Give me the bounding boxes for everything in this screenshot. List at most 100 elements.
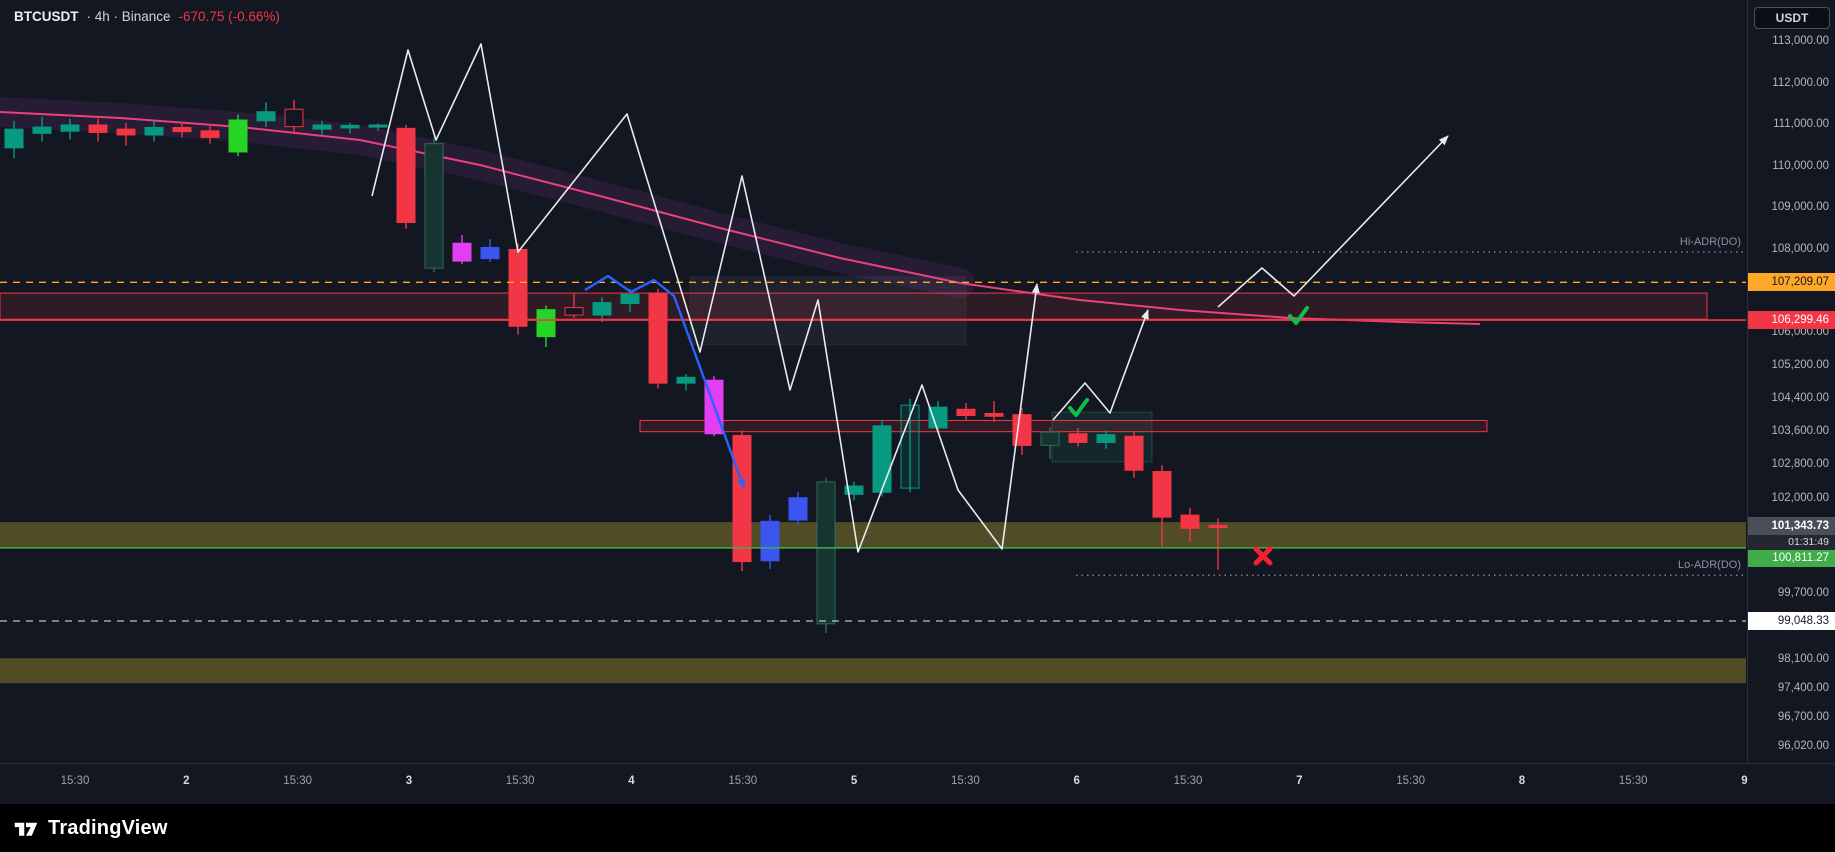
candle-body	[732, 434, 752, 563]
olive-band-lower	[0, 658, 1746, 684]
drawings[interactable]	[371, 43, 1449, 566]
price-tick: 108,000.00	[1771, 242, 1829, 255]
time-tick: 2	[183, 775, 190, 787]
ma-line	[0, 111, 1481, 325]
zones[interactable]	[0, 276, 1746, 684]
price-tick: 102,800.00	[1771, 458, 1829, 471]
symbol-name[interactable]: BTCUSDT	[14, 9, 79, 24]
price-levels[interactable]	[0, 251, 1746, 622]
tradingview-logo[interactable]: TradingView	[13, 815, 168, 841]
candle-body	[480, 246, 500, 260]
candle-body	[1124, 435, 1144, 471]
orange-dashed-level-badge: 107,209.07	[1748, 273, 1835, 292]
candle-body	[144, 126, 164, 136]
check-mark-icon	[1068, 398, 1089, 417]
time-tick: 7	[1296, 775, 1303, 787]
price-tick: 102,000.00	[1771, 491, 1829, 504]
time-tick: 15:30	[1173, 775, 1203, 787]
supply-zone-box	[689, 276, 967, 346]
price-tick: 112,000.00	[1772, 76, 1829, 89]
candle-body	[928, 406, 948, 429]
time-tick: 3	[405, 775, 413, 787]
price-tick: 99,700.00	[1777, 586, 1829, 599]
time-tick: 15:30	[60, 775, 90, 787]
lo-adr-line-label: Lo-ADR(DO)	[1678, 559, 1741, 572]
chart-plot-area[interactable]: BTCUSDT · 4h · Binance -670.75 (-0.66%) …	[0, 0, 1746, 763]
olive-band-upper	[0, 522, 1746, 548]
time-axis[interactable]: 15:30 2 15:30 3 15:30 4 15:30 5 15:30 6 15:30 7 15:3…	[0, 763, 1835, 805]
candle-body	[172, 126, 192, 133]
candle-body	[844, 485, 864, 495]
candle-body	[1040, 431, 1060, 446]
projection-zigzag-2	[1052, 309, 1149, 421]
ma-envelope	[0, 97, 975, 298]
upper-red-zone	[0, 292, 1708, 320]
price-tick: 105,200.00	[1771, 358, 1829, 371]
tradingview-logo-icon	[14, 822, 38, 836]
candle-body	[60, 124, 80, 132]
blue-arrow-zigzag	[584, 274, 746, 489]
candle-body	[564, 307, 584, 316]
candle-body	[536, 309, 556, 338]
price-axis[interactable]: USDT 113,000.00 112,000.00 111,000.00 110,0…	[1747, 0, 1835, 763]
time-tick: 6	[1073, 775, 1080, 787]
price-tick: 111,000.00	[1773, 118, 1829, 130]
current-price-badge: 101,343.73	[1748, 516, 1835, 535]
candle-body	[340, 124, 360, 129]
candle-countdown-badge: 01:31:49	[1748, 534, 1835, 550]
candle-body	[592, 302, 612, 316]
price-tick: 103,600.00	[1771, 425, 1829, 438]
candlestick-chart[interactable]	[0, 0, 1746, 763]
price-tick: 109,000.00	[1771, 201, 1829, 213]
bottom-toolbar: TradingView	[0, 804, 1835, 852]
candle-body	[620, 293, 640, 304]
currency-button[interactable]: USDT	[1754, 7, 1830, 29]
tradingview-wordmark: TradingView	[48, 816, 168, 839]
time-tick: 15:30	[1396, 775, 1425, 787]
price-tick: 98,100.00	[1777, 653, 1829, 666]
candle-body	[1208, 524, 1228, 528]
candle-body	[676, 376, 696, 384]
time-tick: 9	[1741, 775, 1748, 787]
candle-body	[368, 124, 388, 128]
projection-zigzag-1	[371, 43, 1040, 553]
projection-zigzag-3	[1217, 135, 1449, 308]
price-tick: 113,000.00	[1772, 35, 1829, 47]
green-support-level-badge: 100,811.27	[1748, 548, 1835, 567]
candle-body	[396, 127, 416, 224]
price-tick: 96,700.00	[1777, 711, 1829, 724]
x-mark-icon	[1253, 546, 1273, 566]
candle-body	[256, 111, 276, 122]
symbol-meta[interactable]: · 4h · Binance	[86, 9, 171, 24]
time-tick: 15:30	[951, 775, 980, 787]
hi-adr-line-label: Hi-ADR(DO)	[1679, 235, 1741, 248]
candle-body	[508, 249, 528, 327]
price-tick: 104,400.00	[1771, 391, 1829, 404]
symbol-legend[interactable]: BTCUSDT · 4h · Binance -670.75 (-0.66%)	[14, 9, 280, 24]
candle-body	[452, 242, 472, 262]
time-tick: 15:30	[283, 775, 312, 787]
time-tick: 8	[1518, 775, 1526, 787]
candle-body	[788, 497, 808, 521]
candle-body	[956, 408, 976, 416]
time-tick: 4	[628, 775, 635, 787]
mid-red-zone	[639, 419, 1488, 433]
candle-body	[648, 292, 668, 384]
price-tick: 97,400.00	[1777, 682, 1829, 695]
candle-body	[1096, 434, 1116, 443]
price-change: -670.75 (-0.66%)	[178, 9, 280, 24]
candle-body	[228, 119, 248, 153]
white-dashed-level-badge: 99,048.33	[1748, 611, 1835, 630]
candle-body	[32, 126, 52, 134]
candle-body	[200, 130, 220, 138]
candle-body	[872, 425, 892, 493]
price-tick: 96,020.00	[1777, 739, 1829, 752]
time-tick: 15:30	[1618, 775, 1648, 787]
candle-body	[312, 124, 332, 130]
time-tick: 5	[850, 775, 858, 787]
candlestick-series	[4, 100, 1228, 633]
candle-body	[284, 108, 304, 128]
candle-body	[1068, 433, 1088, 443]
check-mark-icon	[1288, 306, 1309, 325]
